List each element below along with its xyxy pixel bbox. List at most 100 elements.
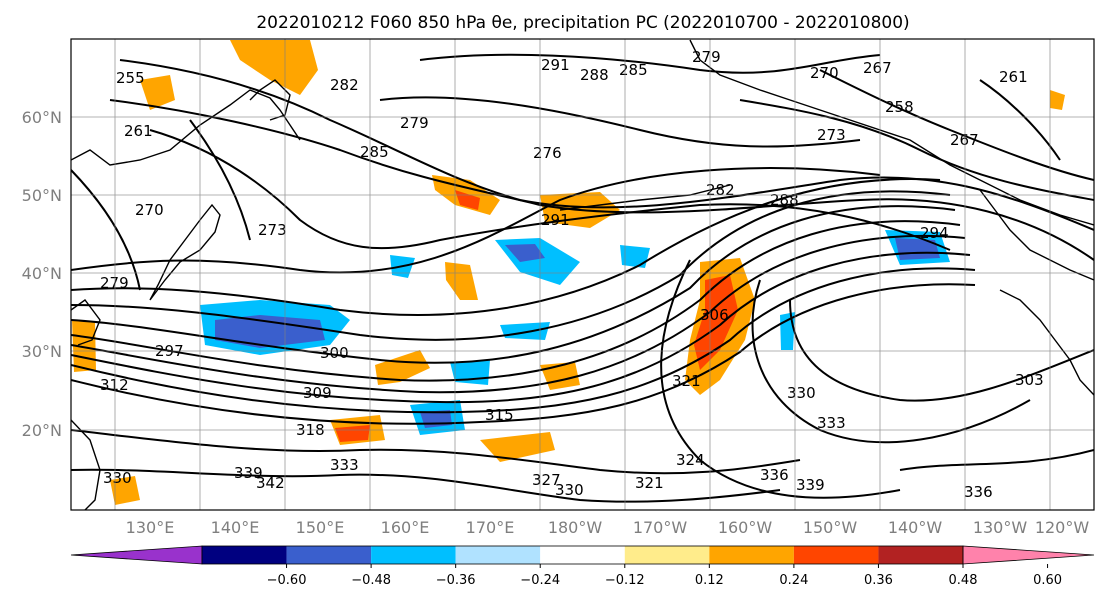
gridlines [71,39,1094,510]
contour-line [71,267,976,414]
contour-line [660,259,901,499]
contour-label: 294 [920,224,949,242]
contour-label: 261 [124,122,153,140]
contour-line [71,234,966,394]
contour-label: 327 [532,471,561,489]
contour-label: 285 [360,143,389,161]
contour-label: 339 [796,476,825,494]
lat-label: 40°N [22,264,62,283]
contour-label: 312 [100,376,129,394]
lon-label: 130°W [973,518,1028,537]
contour-label: 270 [135,201,164,219]
lon-label: 150°W [803,518,858,537]
shade-pos-region [480,432,555,462]
contour-label: 261 [999,68,1028,86]
contour-label: 315 [485,406,514,424]
contour-line [419,53,881,74]
contour-line [789,299,1094,402]
contour-label: 255 [116,69,145,87]
contour-label: 330 [555,481,584,499]
contour-line [71,205,956,364]
shade-pos-region [335,425,370,442]
coastline-korea [71,299,101,346]
contour-line [71,468,781,503]
colorbar-cell [540,546,625,564]
coastline-bc-coast [979,189,1094,281]
lat-label: 50°N [22,186,62,205]
colorbar-tick-label: −0.60 [267,573,307,588]
shade-pos-region [445,262,478,300]
figure-title: 2022010212 F060 850 hPa θe, precipitatio… [256,13,909,33]
contour-label: 276 [533,144,562,162]
colorbar-cell [371,546,456,564]
shade-neg-region [620,245,650,268]
contour-label: 339 [234,464,263,482]
coastlines [71,39,1094,510]
contour-label: 321 [672,372,701,390]
lon-label: 170°E [466,518,515,537]
contour-label: 336 [760,466,789,484]
shade-neg-region [505,244,545,262]
contour-line [71,429,801,475]
contour-label: 330 [787,384,816,402]
lon-axis-labels: 130°E 140°E 150°E 160°E 170°E 180°W 170°… [126,518,1090,537]
shade-pos-region [140,75,175,110]
colorbar-cell [709,546,794,564]
colorbar-cell [286,546,372,564]
colorbar-tick-label: 0.36 [864,573,893,588]
colorbar-tick-label: −0.48 [351,573,391,588]
contour-label: 306 [700,306,729,324]
shade-neg-region [215,315,325,348]
contour-line [71,283,976,425]
contour-label: 288 [770,191,799,209]
lat-label: 20°N [22,421,62,440]
contour-label: 300 [320,344,349,362]
contour-label: 333 [817,414,846,432]
lon-label: 160°W [718,518,773,537]
colorbar-extend-high [962,545,1095,565]
coastline-japan [149,203,221,301]
lon-label: 140°W [888,518,943,537]
colorbar-tick-label: 0.24 [779,573,808,588]
lon-label: 170°W [633,518,688,537]
contour-label: 321 [635,474,664,492]
colorbar-cell [202,546,287,564]
map-panel: 255 261 291 288 285 279 270 267 261 282 … [70,38,1095,511]
contour-label: 270 [810,64,839,82]
colorbar-tick-label: −0.12 [605,573,645,588]
coastline-china-coast [71,419,101,510]
colorbar-frame [201,545,964,565]
contour-label: 267 [863,59,892,77]
shade-pos-region [230,40,318,95]
contour-label: 279 [400,114,429,132]
colorbar-tick-label: 0.12 [695,573,724,588]
colorbar-extend-low [70,545,203,565]
colorbar-cell [624,546,710,564]
colorbar-cell [793,546,879,564]
colorbar-cell [455,546,541,564]
shade-neg-region [500,322,550,340]
colorbar-tick-label: −0.24 [520,573,560,588]
coastline-kamchatka [249,79,291,121]
contour-label: 291 [541,56,570,74]
contour-line [71,220,961,382]
colorbar-tick-label: 0.48 [949,573,978,588]
contour-label: 267 [950,131,979,149]
contour-label: 282 [330,76,359,94]
contour-line [739,99,1094,201]
contour-label: 288 [580,66,609,84]
shade-neg-region [895,238,940,260]
shade-pos-region [375,350,430,385]
contour-line [109,99,1094,261]
colorbar-cell [878,546,963,564]
contour-line [71,251,971,404]
coastline-na-coast [999,289,1094,396]
colorbar: −0.60 −0.48 −0.36 −0.24 −0.12 0.12 0.24 0.36 0.4… [70,545,1095,588]
shade-neg-region [450,360,490,385]
contour-line [119,59,1094,231]
shade-pos-region [1050,90,1065,110]
contour-label: 273 [258,221,287,239]
contour-line [149,129,951,251]
colorbar-tick-label: 0.60 [1033,573,1062,588]
